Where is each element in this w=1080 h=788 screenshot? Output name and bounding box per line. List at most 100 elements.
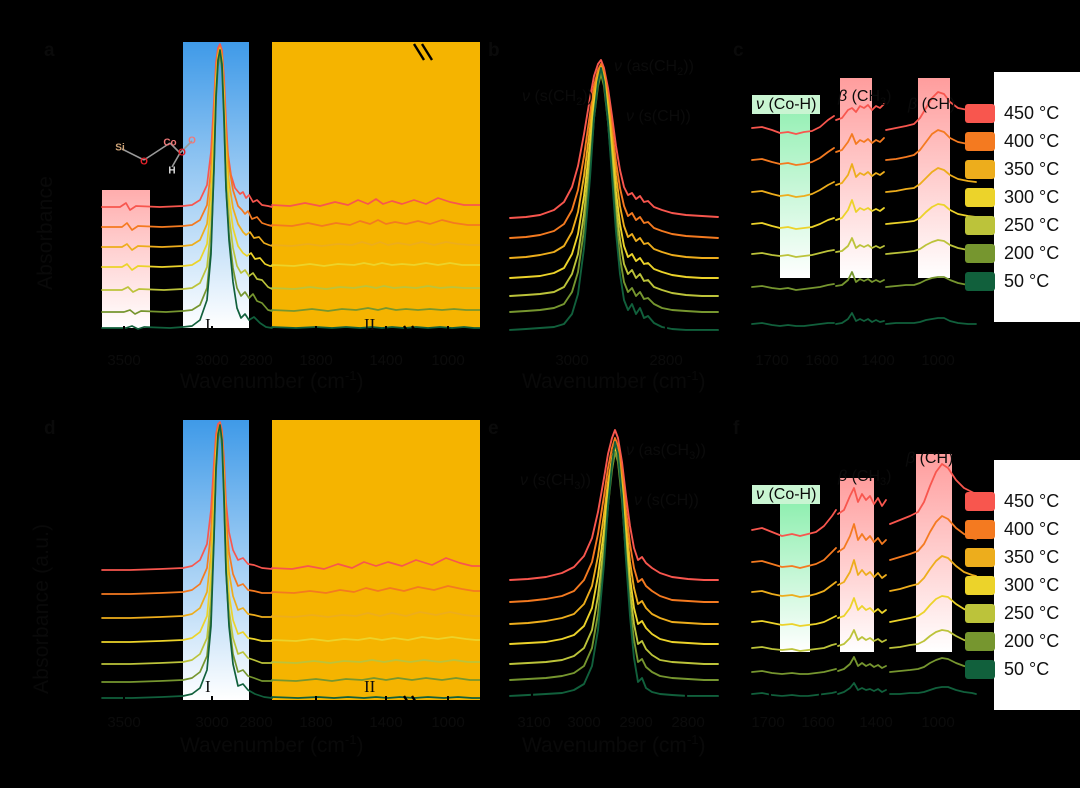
panel-d-tick-1800: 1800 xyxy=(299,714,333,731)
panel-c-annot-0-sym: ν xyxy=(756,96,764,113)
panel-d-tick-1000: 1000 xyxy=(431,714,465,731)
panel-e-annot-0-tail: )) xyxy=(580,472,591,489)
molecule-atom-o2: O xyxy=(178,147,186,159)
panel-c-annotation-beta-ch: β (CH) xyxy=(908,96,955,114)
panel-e-annot-0-sub: 3 xyxy=(574,480,581,493)
panel-f-annotation-beta-ch: β (CH) xyxy=(906,450,953,468)
panel-b-annotation-1: ν (as(CH2)) xyxy=(614,58,694,78)
x-axis-label-f-end: ) xyxy=(698,734,706,757)
legend-row[interactable]: 450 °C xyxy=(965,487,1080,515)
legend-label-200: 200 °C xyxy=(1004,242,1060,263)
panel-f-annot-1-text: (CH xyxy=(847,468,881,485)
legend-label-350-b: 350 °C xyxy=(1004,546,1060,567)
x-axis-label-e-sup: -1 xyxy=(686,732,699,747)
legend-swatch-350 xyxy=(965,159,995,179)
legend-row[interactable]: 200 °C xyxy=(965,627,1080,655)
region-marker-II-bottom: II xyxy=(364,677,376,696)
panel-f-tick-1600: 1600 xyxy=(801,714,835,731)
panel-c-annot-cohi-wrap: ν (Co-H) xyxy=(752,95,821,114)
panel-a-tick-1000: 1000 xyxy=(431,352,465,369)
panel-letter-e: e xyxy=(488,418,499,439)
panel-c-annot-1-text: (CH xyxy=(847,88,881,105)
legend-row[interactable]: 50 °C xyxy=(965,655,1080,683)
panel-e-annot-2-sym: ν xyxy=(634,492,642,509)
legend-label-450-b: 450 °C xyxy=(1004,490,1060,511)
panel-a-tick-1800: 1800 xyxy=(299,352,333,369)
legend-swatch-50-b xyxy=(965,659,995,679)
panel-c-plot xyxy=(748,42,980,347)
panel-e-tick-2800: 2800 xyxy=(671,714,705,731)
panel-e-annot-1-sub: 3 xyxy=(689,450,696,463)
panel-d-tick-3500: 3500 xyxy=(107,714,141,731)
panel-e-tick-3000: 3000 xyxy=(567,714,601,731)
legend-swatch-50 xyxy=(965,271,995,291)
panel-f-annotation-co-h: ν (Co-H) xyxy=(752,485,821,504)
panel-e-annot-0-sym: ν xyxy=(520,472,528,489)
panel-f-annot-1-sub: 3 xyxy=(880,476,887,489)
x-axis-label-f-text: Wavenumber (cm xyxy=(522,734,687,757)
panel-e-annotation-2: ν (s(CH)) xyxy=(634,492,699,510)
panel-e-annot-0-text: (s(CH xyxy=(528,472,575,489)
panel-e-annot-2-text: (s(CH)) xyxy=(642,492,699,509)
panel-c-tick-1700: 1700 xyxy=(755,352,789,369)
legend-swatch-450 xyxy=(965,103,995,123)
panel-c-annotation-beta-ch3: β (CH3) xyxy=(838,88,891,108)
panel-b-tick-2800: 2800 xyxy=(649,352,683,369)
legend-row[interactable]: 50 °C xyxy=(965,267,1080,295)
legend-row[interactable]: 350 °C xyxy=(965,543,1080,571)
panel-e-tick-3100: 3100 xyxy=(517,714,551,731)
x-axis-label-d-end: ) xyxy=(356,734,364,757)
panel-e-annotation-1: ν (as(CH3)) xyxy=(626,442,706,462)
legend-row[interactable]: 400 °C xyxy=(965,515,1080,543)
legend-label-50: 50 °C xyxy=(1004,270,1050,291)
legend-row[interactable]: 350 °C xyxy=(965,155,1080,183)
panel-b-annot-2-text: (s(CH)) xyxy=(634,108,691,125)
legend-row[interactable]: 300 °C xyxy=(965,571,1080,599)
panel-f-annot-1-tail: ) xyxy=(886,468,892,485)
panel-d-plot xyxy=(80,420,480,710)
legend-row[interactable]: 250 °C xyxy=(965,211,1080,239)
legend-row[interactable]: 450 °C xyxy=(965,99,1080,127)
molecule-atom-si: Si xyxy=(115,142,125,154)
panel-f-plot xyxy=(748,420,980,710)
molecule-atom-h: H xyxy=(168,165,176,177)
x-axis-label-e-text: Wavenumber (cm xyxy=(522,734,687,757)
legend-label-200-b: 200 °C xyxy=(1004,630,1060,651)
panel-f-annotation-beta-ch3: β (CH3) xyxy=(838,468,891,488)
panel-c-annot-2-sym: β xyxy=(908,96,918,113)
x-axis-label-a-text: Wavenumber (cm xyxy=(180,370,345,393)
legend-label-450: 450 °C xyxy=(1004,102,1060,123)
panel-b-annot-0-sym: ν xyxy=(522,88,530,105)
panel-f-annot-1-sym: β xyxy=(838,468,848,485)
panel-b-annotation-0: ν (s(CH2)) xyxy=(522,88,593,108)
x-axis-label-d-text: Wavenumber (cm xyxy=(180,734,345,757)
y-axis-label-bottom: Absorbance (a.u.) xyxy=(30,523,53,694)
panel-e-annot-1-text: (as(CH xyxy=(634,442,690,459)
panel-e-annot-1-sym: ν xyxy=(626,442,634,459)
panel-a-tick-3000: 3000 xyxy=(195,352,229,369)
panel-b-annot-1-tail: )) xyxy=(683,58,694,75)
x-axis-label-a: Wavenumber (cm-1) xyxy=(180,368,364,394)
panel-c-tick-1600: 1600 xyxy=(805,352,839,369)
x-axis-label-a-sup: -1 xyxy=(344,368,357,383)
panel-b-annot-1-text: (as(CH xyxy=(622,58,678,75)
legend-row[interactable]: 400 °C xyxy=(965,127,1080,155)
legend-row[interactable]: 300 °C xyxy=(965,183,1080,211)
legend-top: 450 °C 400 °C 350 °C 300 °C 250 °C 200 °… xyxy=(965,72,1080,322)
legend-row[interactable]: 250 °C xyxy=(965,599,1080,627)
panel-letter-c: c xyxy=(733,40,744,61)
panel-a-tick-1400: 1400 xyxy=(369,352,403,369)
panel-b-annot-1-sym: ν xyxy=(614,58,622,75)
molecule-inset: Si O Co O O H xyxy=(100,125,220,185)
legend-label-350: 350 °C xyxy=(1004,158,1060,179)
panel-b-plot xyxy=(506,42,721,347)
legend-swatch-400 xyxy=(965,131,995,151)
region-marker-II-top: II xyxy=(364,315,376,334)
panel-b-annot-0-tail: )) xyxy=(582,88,593,105)
legend-label-400-b: 400 °C xyxy=(1004,518,1060,539)
x-axis-label-f-sup: -1 xyxy=(686,732,699,747)
legend-row[interactable]: 200 °C xyxy=(965,239,1080,267)
molecule-atom-o1: O xyxy=(140,156,148,168)
molecule-atom-co2: O xyxy=(188,135,196,147)
